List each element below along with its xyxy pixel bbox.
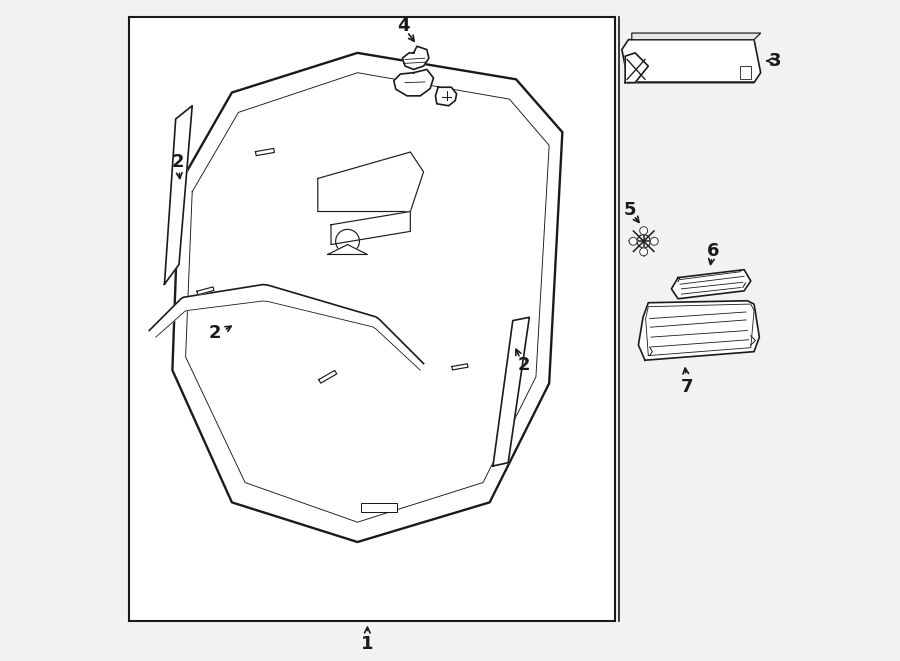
Circle shape [640, 227, 648, 235]
Polygon shape [622, 40, 760, 83]
Polygon shape [165, 106, 193, 284]
Polygon shape [256, 149, 274, 155]
Polygon shape [493, 317, 529, 466]
Polygon shape [149, 285, 424, 370]
Text: 1: 1 [361, 635, 374, 654]
Bar [361, 503, 397, 512]
Polygon shape [318, 152, 424, 212]
Polygon shape [638, 301, 760, 360]
Polygon shape [452, 364, 468, 370]
Polygon shape [331, 212, 410, 245]
Polygon shape [197, 287, 214, 295]
Text: 3: 3 [769, 52, 781, 70]
Polygon shape [436, 87, 456, 106]
Polygon shape [173, 53, 562, 542]
Polygon shape [394, 69, 434, 96]
Polygon shape [319, 370, 337, 383]
Circle shape [640, 248, 648, 256]
Text: 7: 7 [680, 377, 693, 396]
Polygon shape [328, 245, 367, 254]
Polygon shape [671, 270, 751, 299]
Text: 6: 6 [706, 242, 719, 260]
Text: 2: 2 [209, 324, 221, 342]
Polygon shape [626, 53, 648, 83]
Bar [740, 66, 752, 79]
Bar [130, 17, 616, 621]
Text: 5: 5 [624, 201, 636, 219]
Text: 2: 2 [518, 356, 530, 374]
Polygon shape [402, 46, 428, 69]
Text: 4: 4 [398, 17, 410, 36]
Circle shape [651, 237, 658, 245]
Text: 2: 2 [171, 153, 184, 171]
Polygon shape [632, 33, 760, 40]
Circle shape [629, 237, 637, 245]
